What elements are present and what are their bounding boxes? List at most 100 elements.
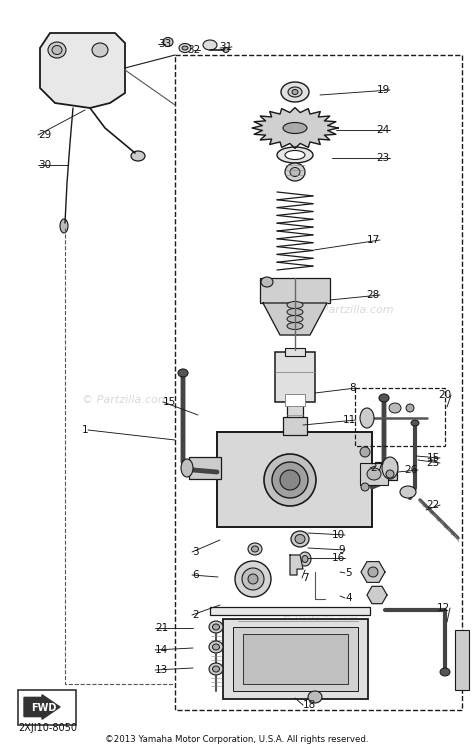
Ellipse shape [163,37,173,46]
Bar [285,348,305,356]
Bar [260,278,330,303]
Ellipse shape [287,302,303,309]
Polygon shape [361,562,385,583]
Text: 21: 21 [155,623,168,633]
Polygon shape [290,555,303,575]
Ellipse shape [178,369,188,377]
Ellipse shape [280,470,300,490]
Text: 31: 31 [219,42,232,52]
Bar [217,432,372,527]
Ellipse shape [92,43,108,57]
Ellipse shape [292,90,298,95]
Bar [18,690,76,725]
Ellipse shape [367,468,381,480]
Text: 32: 32 [187,45,200,55]
Ellipse shape [379,394,389,402]
Bar [355,388,445,446]
Text: 7: 7 [302,573,309,583]
Ellipse shape [264,454,316,506]
Ellipse shape [212,624,219,630]
Text: 15: 15 [427,453,440,463]
Bar [233,627,358,691]
Ellipse shape [389,403,401,413]
Ellipse shape [209,663,223,675]
Bar [283,417,307,435]
Text: 24: 24 [377,125,390,135]
Ellipse shape [242,568,264,590]
Polygon shape [367,586,387,604]
Ellipse shape [285,150,305,160]
Ellipse shape [60,219,68,233]
Ellipse shape [281,82,309,102]
Text: 33: 33 [158,39,171,49]
Ellipse shape [400,486,416,498]
Bar [243,634,348,684]
Ellipse shape [203,40,217,50]
Ellipse shape [440,668,450,676]
Text: 10: 10 [332,530,345,540]
Text: 2XJI10-8050: 2XJI10-8050 [18,723,77,733]
Bar [275,352,315,402]
Ellipse shape [361,483,369,491]
Text: 18: 18 [303,700,316,710]
Text: 16: 16 [332,553,345,563]
Text: 9: 9 [338,545,345,555]
Bar [375,462,397,480]
Ellipse shape [182,46,188,50]
Text: 17: 17 [367,235,380,245]
Ellipse shape [131,151,145,161]
Polygon shape [40,33,125,108]
Text: 3: 3 [192,547,199,557]
Polygon shape [263,303,327,335]
Bar [223,619,368,699]
Ellipse shape [285,163,305,181]
Ellipse shape [248,574,258,584]
Text: 23: 23 [377,153,390,163]
Text: 11: 11 [343,415,356,425]
Text: 6: 6 [192,570,199,580]
Text: 13: 13 [155,665,168,675]
Ellipse shape [212,666,219,672]
Text: 1: 1 [82,425,88,435]
Text: 5: 5 [345,568,352,578]
Ellipse shape [287,315,303,323]
Ellipse shape [290,167,300,176]
Text: 8: 8 [349,383,356,393]
Ellipse shape [360,447,370,457]
Text: 20: 20 [438,390,451,400]
Text: 14: 14 [155,645,168,655]
Text: 27: 27 [370,463,383,473]
Ellipse shape [287,323,303,329]
Ellipse shape [52,46,62,55]
Bar [360,463,388,485]
Ellipse shape [299,552,311,566]
Ellipse shape [411,420,419,426]
Text: 28: 28 [367,290,380,300]
Text: 2: 2 [192,610,199,620]
Text: 29: 29 [38,130,51,140]
Text: 25: 25 [427,458,440,468]
Ellipse shape [179,43,191,52]
Text: 4: 4 [345,593,352,603]
Ellipse shape [209,641,223,653]
Bar [175,55,462,710]
Text: 19: 19 [377,85,390,95]
Text: © Partzilla.com: © Partzilla.com [82,395,168,405]
Ellipse shape [283,123,307,134]
Ellipse shape [295,535,305,544]
Bar [189,457,221,479]
Ellipse shape [302,556,308,562]
Text: 22: 22 [427,500,440,510]
Text: FWD: FWD [31,703,57,713]
Ellipse shape [308,691,322,703]
Ellipse shape [382,457,398,479]
Ellipse shape [209,621,223,633]
Text: 12: 12 [437,603,450,613]
Ellipse shape [360,408,374,428]
Ellipse shape [252,546,258,552]
Text: 26: 26 [405,465,418,475]
Ellipse shape [48,42,66,58]
Ellipse shape [287,309,303,315]
Ellipse shape [212,644,219,650]
Ellipse shape [181,459,193,477]
